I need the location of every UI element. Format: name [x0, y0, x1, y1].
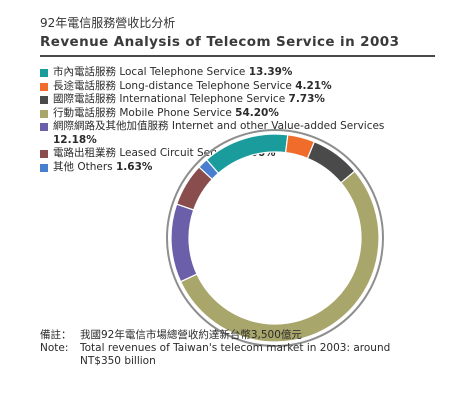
donut-slices: [170, 133, 380, 343]
legend-item-long-distance: 長途電話服務 Long-distance Telephone Service 4…: [40, 80, 410, 94]
note-label-en: Note:: [40, 342, 69, 354]
legend-swatch: [40, 150, 48, 158]
legend-label-zh: 其他: [53, 160, 74, 173]
donut-slice-local-telephone-service: [205, 133, 289, 175]
outer-ring-outline: [166, 129, 384, 347]
legend-label-zh: 市內電話服務: [53, 66, 116, 78]
chart-note: 備註： 我國92年電信市場總營收約達新台幣3,500億元 Note: Total…: [40, 329, 440, 368]
legend-percent: 13.39%: [248, 66, 293, 78]
chart-title-chinese: 92年電信服務營收比分析: [40, 16, 176, 30]
legend-label-zh: 電路出租業務: [53, 147, 116, 159]
legend-swatch: [40, 82, 48, 91]
legend-swatch: [40, 109, 48, 118]
legend-label-en: Leased Circuit Service: [119, 147, 236, 159]
legend-percent: 1.63%: [115, 160, 153, 173]
legend-percent: 12.18%: [53, 133, 97, 146]
note-text-en-line2: NT$350 billion: [80, 355, 156, 367]
chart-legend: 市內電話服務 Local Telephone Service 13.39% 長途…: [40, 66, 410, 174]
legend-item-others: 其他 Others 1.63%: [40, 161, 410, 175]
donut-slice-leased-circuit-service: [175, 166, 213, 211]
legend-label-en: Long-distance Telephone Service: [119, 79, 292, 92]
chart-title-english: Revenue Analysis of Telecom Service in 2…: [40, 34, 400, 50]
note-text-en-line1: Total revenues of Taiwan's telecom marke…: [80, 342, 391, 354]
legend-percent: 54.20%: [235, 106, 279, 119]
note-label-zh: 備註：: [40, 329, 72, 341]
legend-item-internet: 網際網路及其他加值服務 Internet and other Value-add…: [40, 120, 410, 147]
donut-slice-internet-and-other-value-added-services: [170, 203, 198, 283]
legend-percent: 7.73%: [288, 93, 325, 105]
note-text-zh: 我國92年電信市場總營收約達新台幣3,500億元: [80, 329, 302, 341]
legend-percent: 4.21%: [295, 79, 332, 92]
legend-label-en: Mobile Phone Service: [119, 106, 232, 119]
legend-swatch: [40, 123, 48, 131]
legend-label-en: International Telephone Service: [119, 93, 286, 105]
legend-item-mobile: 行動電話服務 Mobile Phone Service 54.20%: [40, 107, 410, 121]
legend-item-international: 國際電話服務 International Telephone Service 7…: [40, 93, 410, 107]
title-divider: [40, 55, 435, 57]
legend-label-en: Internet and other Value-added Services: [171, 120, 385, 132]
legend-item-local: 市內電話服務 Local Telephone Service 13.39%: [40, 66, 410, 80]
legend-label-zh: 長途電話服務: [53, 79, 116, 92]
legend-label-zh: 國際電話服務: [53, 93, 116, 105]
legend-label-zh: 網際網路及其他加值服務: [53, 120, 169, 132]
legend-label-en: Local Telephone Service: [119, 66, 246, 78]
legend-swatch: [40, 96, 48, 104]
legend-label-en: Others: [77, 160, 113, 173]
legend-swatch: [40, 163, 48, 172]
legend-label-zh: 行動電話服務: [53, 106, 116, 119]
legend-swatch: [40, 69, 48, 77]
